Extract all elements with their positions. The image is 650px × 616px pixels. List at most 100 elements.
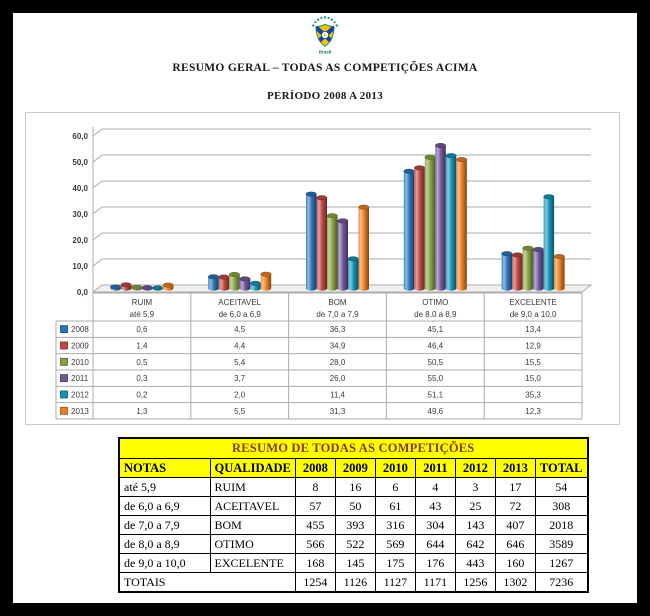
- legend-value-cell: 26,0: [330, 374, 346, 383]
- legend-value-cell: 49,6: [428, 407, 444, 416]
- value-cell: 6: [374, 477, 416, 497]
- value-cell: 145: [334, 553, 376, 573]
- column-header-2013: 2013: [494, 458, 536, 478]
- value-cell: 168: [294, 553, 336, 573]
- value-cell: 407: [494, 515, 536, 535]
- legend-value-cell: 3,7: [234, 374, 246, 383]
- legend-value-cell: 0,3: [136, 374, 148, 383]
- chart-bar-2008-otimo: [403, 171, 415, 291]
- column-header-2010: 2010: [374, 458, 416, 478]
- legend-value-cell: 5,5: [234, 407, 246, 416]
- chart-bar-top: [532, 247, 544, 252]
- value-cell: 4: [414, 477, 456, 497]
- legend-value-cell: 34,9: [330, 342, 346, 351]
- category-label: EXCELENTE: [509, 298, 557, 307]
- legend-value-cell: 5,4: [234, 358, 246, 367]
- chart-bar-top: [141, 285, 153, 291]
- legend-value-cell: 35,3: [525, 391, 541, 400]
- value-cell: 17: [494, 477, 536, 497]
- chart-bar-2010-otimo: [424, 157, 436, 291]
- notas-cell: até 5,9: [118, 477, 211, 497]
- totals-row: TOTAIS 1254 1126 1127 1171 1256 1302 7236: [118, 572, 589, 593]
- chart-bar-2010-bom: [327, 215, 338, 291]
- chart-bar-top: [152, 285, 164, 291]
- y-axis-label: 50,0: [72, 158, 88, 167]
- chart-bar-top: [435, 143, 447, 148]
- legend-year-label: 2012: [71, 391, 89, 400]
- chart-bar-top: [358, 204, 370, 210]
- value-cell: 160: [494, 553, 536, 573]
- chart-bar-top: [110, 284, 122, 290]
- chart-bar-2013-aceitavel: [260, 274, 272, 291]
- legend-swatch-2011: [60, 374, 68, 383]
- chart-bar-top: [414, 165, 426, 171]
- chart-bar-2011-excelente: [533, 249, 544, 291]
- table-row: de 9,0 a 10,0 EXCELENTE 168 145 175 176 443 160…: [118, 553, 589, 573]
- legend-value-cell: 11,4: [330, 391, 346, 400]
- summary-table: RESUMO DE TODAS AS COMPETIÇÕES NOTAS QUALI…: [118, 437, 589, 593]
- legend-value-cell: 4,5: [234, 325, 246, 334]
- chart-bar-2013-otimo: [456, 159, 467, 291]
- value-cell: 2018: [534, 515, 589, 535]
- value-cell: 43: [414, 496, 456, 516]
- table-row: de 6,0 a 6,9 ACEITAVEL 57 50 61 43 25 72 308: [118, 496, 589, 516]
- chart-bar-2011-aceitavel: [239, 278, 251, 291]
- category-range-label: de 8,0 a 8,9: [414, 310, 457, 319]
- value-cell: 304: [414, 515, 456, 535]
- chart-bar-2011-otimo: [435, 145, 446, 291]
- y-axis-label: 10,0: [72, 262, 88, 271]
- chart-bar-top: [218, 274, 230, 280]
- chart-bar-top: [162, 282, 174, 288]
- legend-value-cell: 0,5: [136, 358, 148, 367]
- legend-value-cell: 0,6: [136, 325, 148, 334]
- legend-swatch-2009: [60, 341, 68, 350]
- chart-bar-2009-aceitavel: [218, 277, 230, 291]
- category-label: BOM: [328, 298, 347, 307]
- page-subtitle: PERÍODO 2008 A 2013: [266, 90, 384, 102]
- chart-bar-top: [316, 195, 328, 201]
- value-cell: 569: [374, 534, 416, 554]
- qualidade-cell: ACEITAVEL: [209, 496, 296, 516]
- chart-bar-top: [543, 194, 555, 200]
- value-cell: 308: [534, 496, 589, 516]
- gridline-depth: [92, 232, 103, 241]
- chart-bar-top: [326, 213, 338, 219]
- logo-shield: [315, 23, 335, 47]
- chart-bar-2009-otimo: [414, 167, 425, 291]
- value-cell: 143: [454, 515, 496, 535]
- value-cell: 25: [454, 496, 496, 516]
- value-cell: 455: [294, 515, 336, 535]
- value-cell: 16: [334, 477, 376, 497]
- chart-bar-top: [456, 157, 468, 162]
- legend-value-cell: 15,0: [525, 374, 541, 383]
- legend-value-cell: 31,3: [330, 407, 346, 416]
- legend-value-cell: 36,3: [330, 325, 346, 334]
- logo-stars-arc: [312, 16, 338, 27]
- totals-value-cell: 7236: [534, 572, 589, 593]
- chart-bar-top: [228, 272, 240, 277]
- chart-bar-2009-bom: [316, 197, 327, 291]
- legend-swatch-2010: [60, 357, 68, 366]
- legend-year-label: 2013: [71, 407, 89, 416]
- legend-value-cell: 46,4: [428, 342, 444, 351]
- page-title: RESUMO GERAL – TODAS AS COMPETIÇÕES ACIM…: [172, 62, 478, 74]
- column-header-total: TOTAL: [534, 458, 589, 478]
- legend-value-cell: 1,4: [136, 342, 148, 351]
- legend-value-cell: 4,4: [234, 342, 246, 351]
- value-cell: 642: [454, 534, 496, 554]
- chart-bar-2013-excelente: [554, 256, 565, 291]
- gridline-depth: [92, 206, 103, 215]
- legend-value-cell: 12,3: [525, 407, 541, 416]
- value-cell: 72: [494, 496, 536, 516]
- competitions-bar-chart: 0,0 10,0 20,0 30,0 40,0 50,0 60,0 RUIM até 5,9 AC…: [55, 127, 593, 420]
- column-header-2009: 2009: [334, 458, 376, 478]
- qualidade-cell: BOM: [209, 515, 296, 535]
- value-cell: 646: [494, 534, 536, 554]
- chart-bar-top: [131, 284, 143, 290]
- chart-bar-top: [207, 274, 219, 280]
- totals-value-cell: 1302: [494, 572, 536, 593]
- legend-value-cell: 15,5: [525, 358, 541, 367]
- totals-value-cell: 1127: [374, 572, 416, 593]
- column-header-notas: NOTAS: [118, 458, 211, 478]
- summary-table-title: RESUMO DE TODAS AS COMPETIÇÕES: [118, 437, 589, 459]
